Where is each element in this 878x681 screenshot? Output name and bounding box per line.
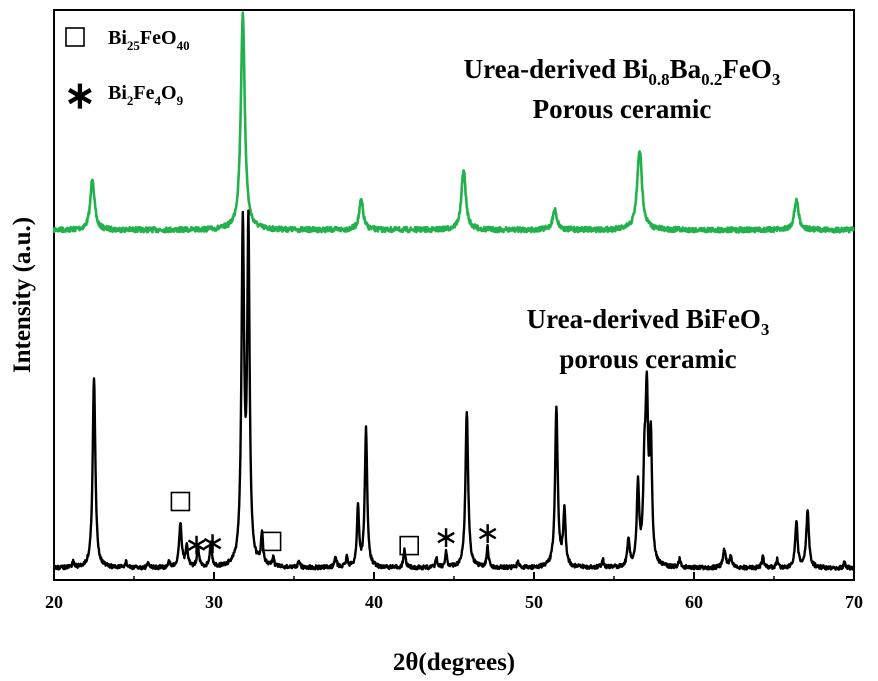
annotation-bottom-line1: Urea-derived BiFeO3 [527,304,770,339]
annotation-top: Urea-derived Bi0.8Ba0.2FeO3 Porous ceram… [464,54,781,124]
annotation-top-line2: Porous ceramic [533,94,712,124]
x-tick-label: 60 [685,592,703,612]
y-axis-title: Intensity (a.u.) [9,217,36,373]
legend-1-sub2: 40 [177,38,190,53]
x-axis-title: 2θ(degrees) [393,649,515,676]
annotation-bottom-prefix: Urea-derived BiFeO [527,304,761,334]
legend-2-sub2: 4 [155,93,162,108]
phase-marker-square [399,535,420,556]
annotation-top-tail: FeO [722,54,771,84]
x-tick-label: 50 [525,592,543,612]
annotation-top-sub-a: 0.8 [648,70,669,89]
legend-1-formula: Bi [108,27,127,49]
legend-2-sub1: 2 [127,93,134,108]
series-line-bifeo3 [52,209,856,571]
legend-label-bi25feo40: Bi25FeO40 [108,27,190,53]
annotation-top-sub-b: 0.2 [701,70,722,89]
legend-2-mid: Fe [133,82,154,104]
phase-marker-asterisk: ∗ [433,520,458,555]
series-line-bi08ba02feo3 [52,11,855,234]
legend: Bi25FeO40 ∗ Bi2Fe4O9 [64,27,190,117]
legend-asterisk-marker: ∗ [64,75,96,117]
annotation-top-line1: Urea-derived Bi0.8Ba0.2FeO3 [464,54,781,89]
annotation-top-sub-c: 3 [772,70,781,89]
legend-2-tail: O [161,82,177,104]
x-tick-label: 30 [205,592,223,612]
marker-layer: ∗∗ ∗ ∗ [170,491,500,562]
x-tick-label: 20 [45,592,63,612]
legend-2-sub3: 9 [177,93,184,108]
x-tick-label: 70 [845,592,863,612]
phase-marker-asterisk: ∗ [200,526,225,561]
annotation-bottom-line2: porous ceramic [559,344,736,374]
legend-1-mid: FeO [140,27,177,49]
legend-2-formula: Bi [108,82,127,104]
annotation-top-mid: Ba [670,54,702,84]
phase-marker-square [261,531,282,552]
x-tick-label: 40 [365,592,383,612]
annotation-bottom-sub: 3 [761,320,770,339]
annotation-top-prefix: Urea-derived Bi [464,54,649,84]
legend-square-marker [65,27,85,47]
x-axis: 20 30 40 50 60 70 [45,572,863,612]
phase-marker-asterisk: ∗ [475,516,500,551]
legend-label-bi2fe4o9: Bi2Fe4O9 [108,82,184,108]
annotation-bottom: Urea-derived BiFeO3 porous ceramic [527,304,770,374]
phase-marker-square [170,491,191,512]
legend-1-sub1: 25 [127,38,141,53]
series-layer [52,11,856,571]
phase-marker-asterisk: ∗ [184,527,209,562]
